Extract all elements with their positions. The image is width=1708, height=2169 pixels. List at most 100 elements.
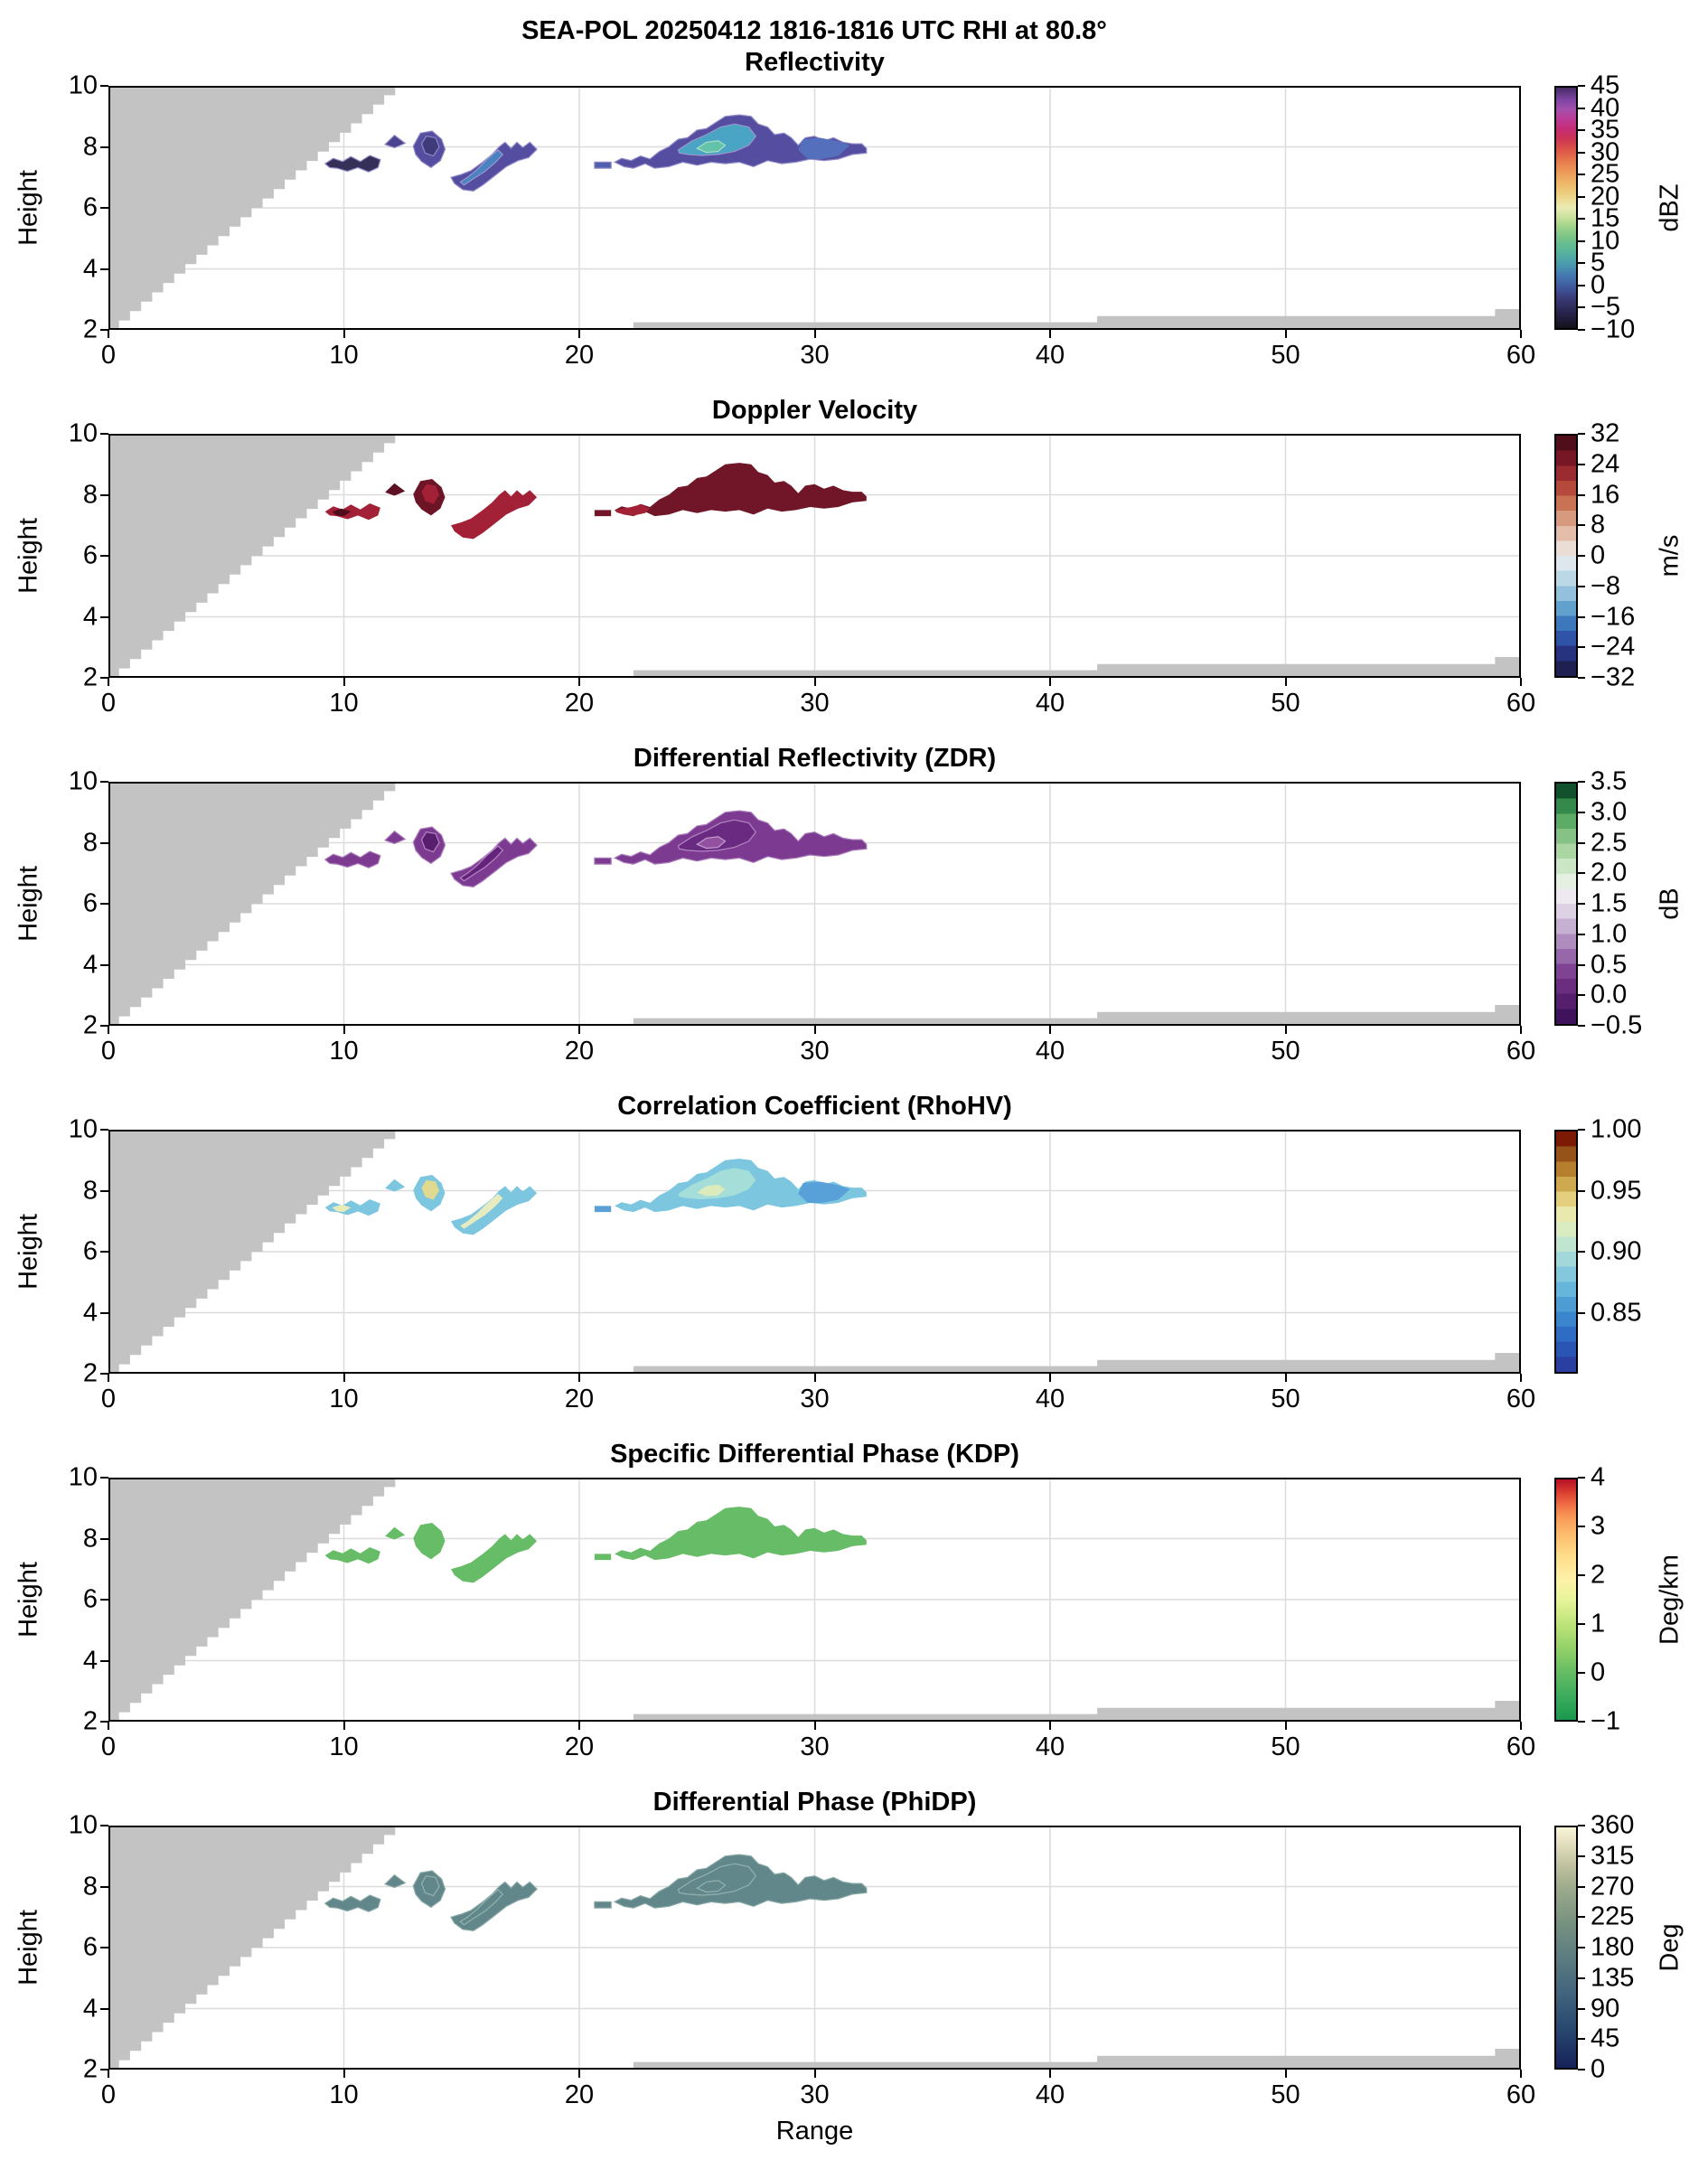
terrain-mask: [108, 1826, 407, 2070]
x-tick-mark: [1049, 1722, 1051, 1730]
colorbar-tick-label: 2: [1591, 1560, 1606, 1590]
y-axis-label-4: Height: [14, 1562, 43, 1638]
colorbar-tick-mark: [1578, 963, 1585, 966]
x-tick-mark: [813, 678, 816, 686]
y-tick-mark: [100, 1373, 108, 1375]
y-tick-label: 4: [82, 950, 98, 979]
colorbar-tick-mark: [1578, 1477, 1585, 1479]
x-tick-label: 60: [1506, 341, 1536, 370]
colorbar-tick-label: 0.0: [1591, 980, 1628, 1009]
colorbar-unit-1: m/s: [1655, 534, 1685, 577]
colorbar-tick-mark: [1578, 239, 1585, 242]
echo-region-b1: [613, 1854, 868, 1909]
x-tick-mark: [108, 2070, 109, 2078]
x-tick-mark: [343, 678, 345, 686]
echo-accent-b1_inner: [677, 1863, 757, 1896]
colorbar-tick-label: 32: [1591, 418, 1620, 448]
y-axis-label-3: Height: [14, 1214, 43, 1290]
x-tick-mark: [1284, 1026, 1287, 1034]
plot-area-1: [108, 434, 1521, 678]
echo-accent-a4_inner: [459, 1889, 504, 1926]
x-tick-mark: [343, 1722, 345, 1730]
echo-accent-a1_inner: [332, 508, 352, 517]
x-tick-mark: [108, 1374, 109, 1382]
x-tick-label: 0: [100, 689, 117, 718]
plot-frame: [108, 1826, 1521, 2070]
panel-title-5: Differential Phase (PhiDP): [652, 1788, 977, 1817]
x-tick-label: 10: [329, 341, 359, 370]
y-tick-mark: [100, 329, 108, 331]
colorbar-tick-label: 360: [1591, 1810, 1635, 1840]
colorbar-tick-mark: [1578, 174, 1585, 176]
colorbar-tick-mark: [1578, 195, 1585, 198]
plot-frame: [108, 1478, 1521, 1722]
colorbar-tick-label: 5: [1591, 248, 1606, 277]
x-tick-mark: [813, 1374, 816, 1382]
x-tick-mark: [1284, 678, 1287, 686]
y-tick-mark: [100, 146, 108, 148]
colorbar-tick-label: 3: [1591, 1511, 1606, 1541]
colorbar-tick-mark: [1578, 615, 1585, 618]
y-tick-label: 6: [82, 192, 98, 222]
x-axis-label: Range: [775, 2117, 854, 2146]
x-tick-mark: [108, 678, 109, 686]
y-tick-label: 6: [82, 1584, 98, 1614]
colorbar-tick-label: 8: [1591, 510, 1606, 540]
y-tick-label: 8: [82, 1176, 98, 1205]
echo-region-a2: [383, 830, 407, 845]
colorbar-tick-label: 0.95: [1591, 1176, 1642, 1205]
y-tick-label: 10: [68, 766, 98, 796]
terrain-mask: [108, 434, 407, 678]
colorbar-tick-mark: [1578, 1526, 1585, 1527]
y-tick-mark: [100, 677, 108, 679]
x-tick-mark: [1049, 1026, 1051, 1034]
colorbar-tick-label: 90: [1591, 1994, 1620, 2023]
colorbar-tick-label: −5: [1591, 292, 1621, 322]
colorbar-tick-label: 3.5: [1591, 766, 1628, 796]
colorbar-tick-mark: [1578, 1825, 1585, 1826]
colorbar-tick-label: 0: [1591, 540, 1606, 570]
colorbar-tick-mark: [1578, 1251, 1585, 1253]
x-tick-label: 10: [329, 2080, 359, 2109]
colorbar-tick-mark: [1578, 1947, 1585, 1948]
colorbar-tick-label: 0.5: [1591, 950, 1628, 979]
colorbar-tick-label: 16: [1591, 480, 1620, 509]
colorbar-tick-mark: [1578, 1854, 1585, 1857]
plot-area-4: [108, 1478, 1521, 1722]
colorbar-tick-label: 0: [1591, 1657, 1606, 1687]
y-tick-label: 4: [82, 254, 98, 283]
y-tick-label: 10: [68, 1810, 98, 1840]
echo-region-a1: [324, 850, 381, 869]
y-tick-mark: [100, 1537, 108, 1540]
terrain-mask: [108, 1478, 407, 1722]
colorbar-tick-mark: [1578, 1574, 1585, 1576]
colorbar-tick-mark: [1578, 463, 1585, 465]
x-tick-mark: [343, 2070, 345, 2078]
y-tick-mark: [100, 1251, 108, 1253]
y-tick-label: 2: [82, 1706, 98, 1736]
y-tick-mark: [100, 781, 108, 783]
colorbar-tick-mark: [1578, 129, 1585, 132]
y-tick-label: 8: [82, 828, 98, 857]
y-tick-mark: [100, 1721, 108, 1723]
y-tick-mark: [100, 615, 108, 618]
echo-region-a2: [385, 1526, 406, 1540]
x-tick-label: 60: [1506, 1732, 1536, 1761]
colorbar-tick-label: −1: [1591, 1706, 1621, 1736]
y-tick-mark: [100, 963, 108, 966]
echo-region-b1: [615, 463, 867, 517]
y-tick-mark: [100, 493, 108, 496]
y-tick-mark: [100, 1947, 108, 1948]
colorbar-tick-label: 225: [1591, 1901, 1635, 1931]
y-tick-mark: [100, 1025, 108, 1027]
colorbar-tick-mark: [1578, 781, 1585, 783]
colorbar-tick-label: 1.5: [1591, 888, 1628, 918]
colorbar-tick-mark: [1578, 1885, 1585, 1888]
colorbar-tick-mark: [1578, 2069, 1585, 2070]
echo-accent-b1_inner2: [697, 1184, 726, 1197]
echo-region-a4: [451, 490, 538, 540]
y-tick-label: 6: [82, 1236, 98, 1266]
colorbar-tick-label: 45: [1591, 70, 1620, 100]
echo-accent-a4_inner: [460, 1193, 503, 1229]
echo-region-b0: [594, 1554, 612, 1561]
